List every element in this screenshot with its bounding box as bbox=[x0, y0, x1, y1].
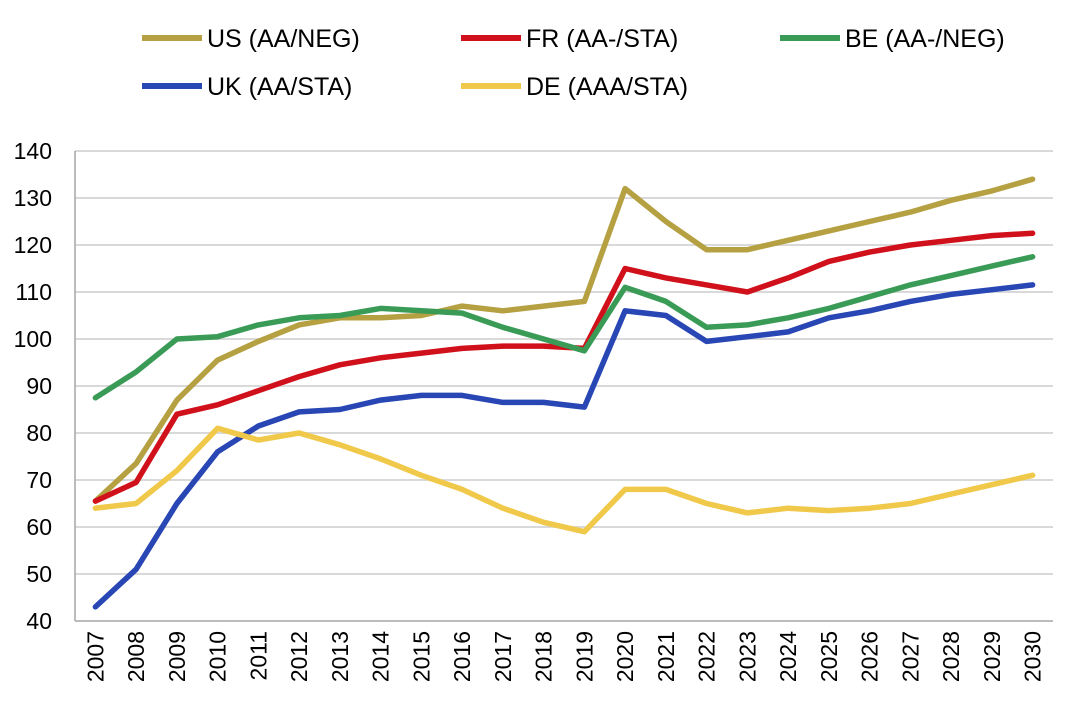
x-tick-label: 2018 bbox=[531, 631, 557, 682]
x-tick-label: 2028 bbox=[938, 631, 964, 682]
x-tick-label: 2012 bbox=[286, 631, 312, 682]
y-tick-label: 100 bbox=[14, 326, 52, 352]
x-tick-label: 2023 bbox=[734, 631, 760, 682]
x-tick-label: 2022 bbox=[694, 631, 720, 682]
legend-label: DE (AAA/STA) bbox=[526, 73, 688, 101]
series-line-5 bbox=[92, 425, 1036, 535]
legend-label: UK (AA/STA) bbox=[207, 73, 352, 101]
series-lines bbox=[92, 176, 1036, 610]
x-tick-label: 2019 bbox=[571, 631, 597, 682]
x-tick-label: 2016 bbox=[449, 631, 475, 682]
y-tick-label: 130 bbox=[14, 185, 52, 211]
x-tick-label: 2024 bbox=[775, 631, 801, 682]
y-tick-label: 110 bbox=[15, 279, 52, 305]
x-tick-label: 2026 bbox=[857, 631, 883, 682]
x-tick-label: 2008 bbox=[123, 631, 149, 682]
y-tick-label: 70 bbox=[26, 467, 52, 493]
y-tick-label: 80 bbox=[26, 420, 52, 446]
series-line-1 bbox=[92, 176, 1036, 504]
x-tick-label: 2011 bbox=[245, 631, 271, 680]
legend-label: FR (AA-/STA) bbox=[526, 25, 678, 53]
x-tick-label: 2007 bbox=[82, 631, 108, 682]
series-line-4 bbox=[92, 282, 1036, 610]
x-tick-label: 2009 bbox=[164, 631, 190, 682]
y-axis-ticks: 40 50 60 70 80 90 100 110 120 130 140 bbox=[14, 138, 52, 634]
y-tick-label: 60 bbox=[26, 514, 52, 540]
x-tick-label: 2020 bbox=[612, 631, 638, 682]
x-tick-label: 2027 bbox=[897, 631, 923, 682]
x-tick-label: 2029 bbox=[979, 631, 1005, 682]
series-line-3 bbox=[92, 254, 1036, 401]
x-tick-label: 2030 bbox=[1020, 631, 1046, 682]
series-line-2 bbox=[92, 230, 1036, 504]
y-tick-label: 50 bbox=[26, 561, 52, 587]
legend-label: BE (AA-/NEG) bbox=[845, 25, 1005, 53]
legend-label: US (AA/NEG) bbox=[207, 25, 360, 53]
x-tick-label: 2021 bbox=[653, 631, 679, 682]
x-tick-label: 2025 bbox=[816, 631, 842, 682]
legend: US (AA/NEG) FR (AA-/STA) BE (AA-/NEG) UK (A… bbox=[142, 25, 1005, 101]
y-tick-label: 140 bbox=[14, 138, 52, 164]
x-tick-label: 2014 bbox=[368, 631, 394, 682]
x-tick-label: 2010 bbox=[205, 631, 231, 682]
x-axis-ticks: 2007 2008 2009 2010 2011 2012 2013 2014 2015 2016… bbox=[82, 631, 1045, 682]
y-tick-label: 40 bbox=[26, 608, 52, 634]
axes bbox=[74, 151, 1053, 622]
x-tick-label: 2013 bbox=[327, 631, 353, 682]
x-tick-label: 2017 bbox=[490, 631, 516, 682]
x-tick-label: 2015 bbox=[408, 631, 434, 682]
y-tick-label: 120 bbox=[14, 232, 52, 258]
y-tick-label: 90 bbox=[26, 373, 52, 399]
